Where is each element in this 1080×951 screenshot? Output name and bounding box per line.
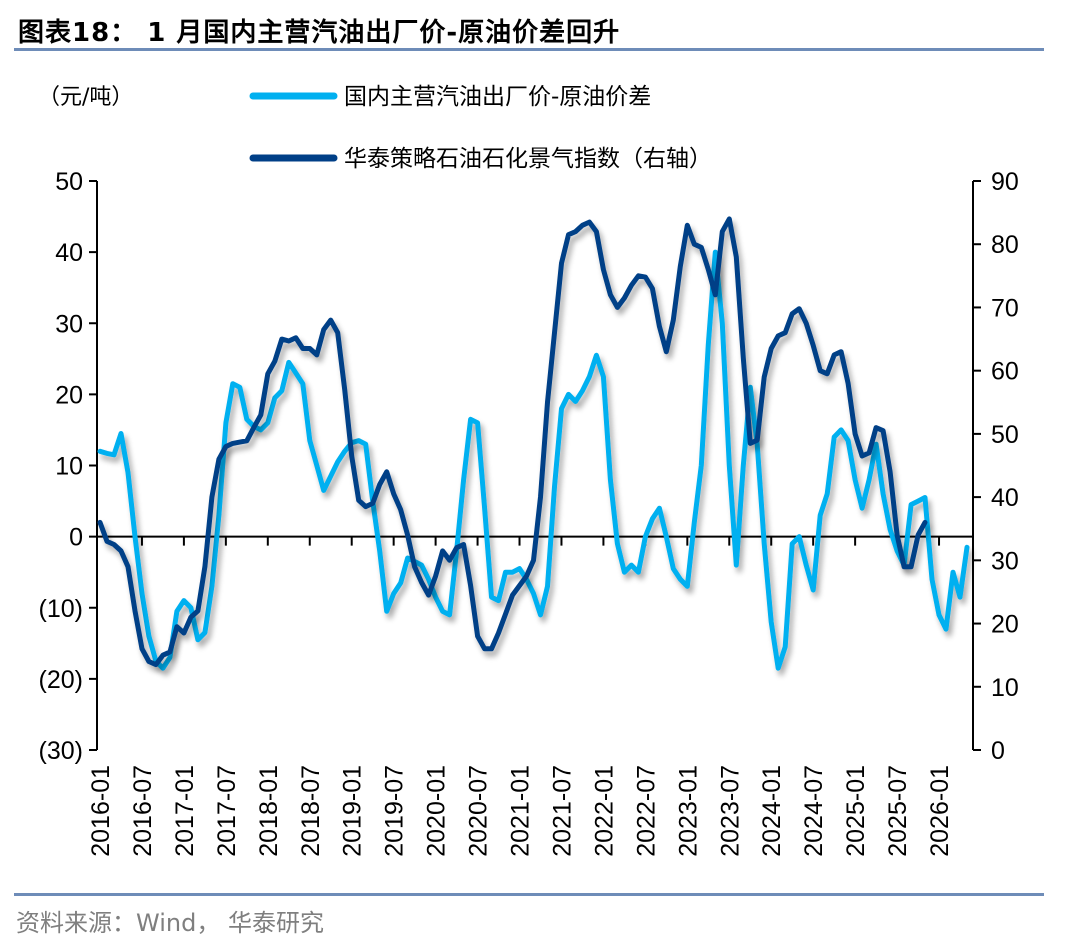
source-divider — [14, 893, 1044, 896]
x-axis-tick-label: 2018-01 — [255, 765, 283, 857]
right-axis-tick-label: 30 — [991, 547, 1019, 575]
x-axis-tick-label: 2019-01 — [339, 765, 367, 857]
x-axis-tick-label: 2019-07 — [381, 765, 409, 857]
right-axis-tick-label: 50 — [991, 421, 1019, 449]
x-axis-tick-label: 2025-07 — [884, 765, 912, 857]
x-axis-tick-label: 2023-07 — [716, 765, 744, 857]
right-axis-tick-label: 60 — [991, 358, 1019, 386]
right-axis-tick-label: 90 — [991, 168, 1019, 196]
x-axis-tick-label: 2024-01 — [758, 765, 786, 857]
x-axis: 2016-01 2016-07 2017-01 2017-07 2018-01 2018-… — [87, 535, 973, 857]
x-axis-tick-label: 2016-07 — [129, 765, 157, 857]
x-axis-tick-label: 2018-07 — [297, 765, 325, 857]
source-note: 资料来源：Wind， 华泰研究 — [16, 909, 324, 937]
right-axis-tick-label: 80 — [991, 231, 1019, 259]
right-axis-tick-label: 20 — [991, 611, 1019, 639]
x-axis-tick-label: 2016-01 — [87, 765, 115, 857]
x-axis-tick-label: 2020-01 — [423, 765, 451, 857]
x-axis-tick-label: 2017-07 — [213, 765, 241, 857]
right-axis-tick-label: 40 — [991, 484, 1019, 512]
legend-label-price-spread: 国内主营汽油出厂价-原油价差 — [344, 84, 651, 110]
x-axis-tick-label: 2021-01 — [507, 765, 535, 857]
title-divider — [14, 48, 1044, 51]
series-line-prosperity-index — [97, 216, 928, 668]
left-axis-unit: （元/吨） — [38, 85, 133, 110]
right-axis-tick-label: 0 — [991, 737, 1005, 765]
left-axis-tick-label: 20 — [55, 381, 83, 409]
x-axis-tick-label: 2017-01 — [171, 765, 199, 857]
legend-label-prosperity-index: 华泰策略石油石化景气指数（右轴） — [344, 146, 712, 172]
left-axis-tick-label: (20) — [39, 666, 83, 694]
right-axis: 90 80 70 60 50 40 30 20 10 0 — [972, 168, 1019, 765]
left-axis-tick-label: 10 — [55, 453, 83, 481]
x-axis-tick-label: 2024-07 — [800, 765, 828, 857]
x-axis-tick-label: 2022-07 — [632, 765, 660, 857]
left-axis-tick-label: 30 — [55, 310, 83, 338]
left-axis-tick-label: 50 — [55, 168, 83, 196]
x-axis-tick-label: 2020-07 — [465, 765, 493, 857]
left-axis-tick-label: 0 — [69, 524, 83, 552]
left-axis-tick-label: 40 — [55, 239, 83, 267]
left-axis: 50 40 30 20 10 0 (10) (20) (30) — [39, 168, 98, 765]
x-axis-tick-label: 2022-01 — [590, 765, 618, 857]
x-axis-tick-label: 2021-07 — [548, 765, 576, 857]
x-axis-tick-label: 2026-01 — [926, 765, 954, 857]
series-layer — [97, 216, 970, 671]
left-axis-tick-label: (30) — [39, 737, 83, 765]
chart-title: 图表18： 1 月国内主营汽油出厂价-原油价差回升 — [18, 18, 621, 48]
series-line-price-spread — [97, 249, 970, 671]
x-axis-tick-label: 2023-01 — [674, 765, 702, 857]
legend: 国内主营汽油出厂价-原油价差 华泰策略石油石化景气指数（右轴） — [249, 84, 712, 172]
right-axis-tick-label: 10 — [991, 674, 1019, 702]
left-axis-tick-label: (10) — [39, 595, 83, 623]
x-axis-tick-label: 2025-01 — [842, 765, 870, 857]
right-axis-tick-label: 70 — [991, 294, 1019, 322]
